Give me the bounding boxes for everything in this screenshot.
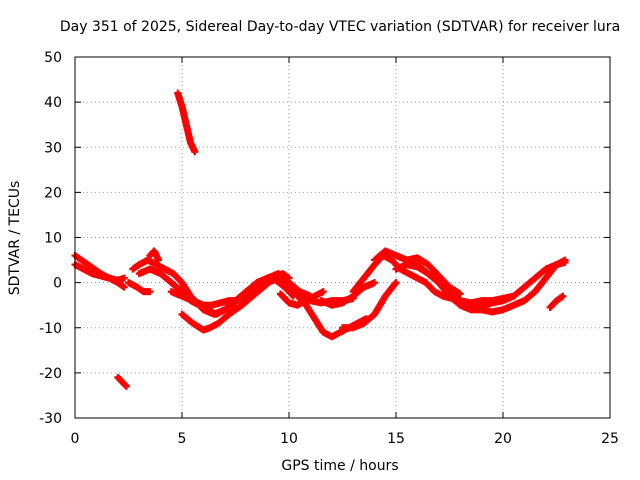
y-tick-label: 10 (44, 231, 62, 247)
series-track-b (71, 261, 128, 291)
series-track-o (317, 279, 379, 309)
series-track-d (174, 89, 199, 156)
series-track-t (403, 254, 464, 298)
axis-ticks: 0 5 10 15 20 25 -30 -20 -10 0 10 20 30 40 50 (39, 50, 619, 447)
chart-title: Day 351 of 2025, Sidereal Day-to-day VTE… (60, 19, 620, 35)
y-tick-label: -10 (39, 321, 62, 337)
x-tick-label: 10 (280, 431, 298, 447)
y-tick-label: 50 (44, 50, 62, 66)
series-track-f (125, 279, 154, 296)
y-tick-label: 20 (44, 185, 62, 201)
data-point (120, 274, 128, 282)
data-point (154, 256, 162, 264)
data-point (456, 290, 464, 298)
series-track-c (114, 373, 130, 390)
data-point (191, 148, 199, 156)
grid (75, 57, 610, 418)
x-tick-label: 15 (387, 431, 405, 447)
x-tick-label: 25 (601, 431, 619, 447)
series-track-s (392, 258, 569, 309)
x-tick-label: 5 (178, 431, 187, 447)
y-tick-label: 30 (44, 140, 62, 156)
x-tick-label: 0 (71, 431, 80, 447)
series-track-u (546, 292, 567, 311)
data-point (392, 279, 400, 287)
data-point (561, 258, 569, 266)
data-point (122, 382, 130, 390)
series-track-p (339, 279, 400, 332)
x-axis-label: GPS time / hours (281, 458, 398, 474)
series-track-g (146, 247, 162, 264)
y-axis-label: SDTVAR / TECUs (7, 181, 23, 296)
data-points (71, 89, 569, 390)
data-point (559, 292, 567, 300)
y-tick-label: -20 (39, 366, 62, 382)
data-point (146, 288, 154, 296)
y-tick-label: 40 (44, 95, 62, 111)
y-tick-label: -30 (39, 411, 62, 427)
y-tick-label: 0 (53, 276, 62, 292)
data-point (371, 279, 379, 287)
data-point (120, 283, 128, 291)
data-point (319, 288, 327, 296)
x-tick-label: 20 (494, 431, 512, 447)
